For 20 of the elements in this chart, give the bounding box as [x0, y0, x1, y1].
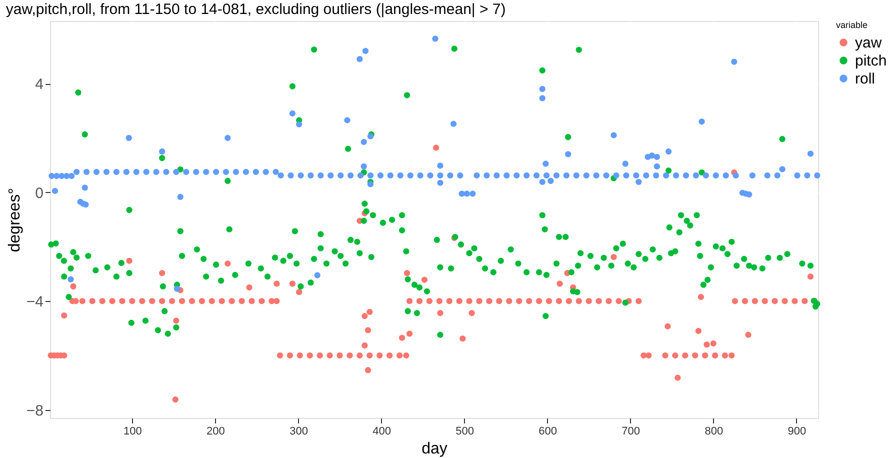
x-tick-label: 100	[124, 426, 142, 438]
x-tick-label: 500	[456, 426, 474, 438]
legend-label: yaw	[855, 34, 882, 52]
x-tick-label: 400	[372, 426, 391, 438]
x-tick-label: 900	[788, 426, 806, 438]
chart-title: yaw,pitch,roll, from 11-150 to 14-081, excluding outliers (|angles-mean| > 7)	[6, 1, 506, 18]
legend-label: roll	[855, 70, 876, 88]
y-tick-label: 0	[35, 184, 44, 202]
x-tick-label: 700	[622, 426, 640, 438]
y-tick-label: 4	[35, 76, 44, 94]
legend-label: pitch	[855, 52, 887, 70]
legend-title: variable	[836, 20, 868, 30]
x-tick-label: 800	[704, 426, 724, 438]
y-axis-title: degrees°	[6, 188, 24, 252]
x-tick-label: 200	[206, 426, 225, 438]
x-tick-label: 600	[538, 426, 558, 438]
x-tick-label: 300	[290, 426, 308, 438]
y-tick-label: −8	[26, 402, 44, 420]
y-tick-label: −4	[26, 294, 44, 311]
x-axis-title: day	[422, 440, 448, 458]
